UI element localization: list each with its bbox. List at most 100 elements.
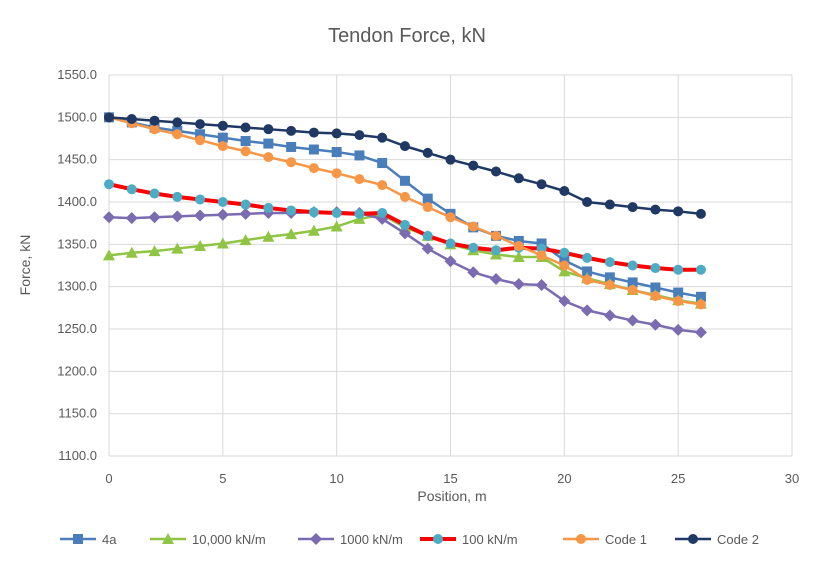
data-point-10-000-kn-m [262,230,275,242]
data-point-code-2 [354,130,365,141]
data-point-code-1 [445,212,456,223]
data-point-code-2 [308,127,319,138]
legend-item-code-1: Code 1 [563,532,647,547]
data-point-100-kn-m [263,202,274,213]
legend-label: Code 2 [717,532,759,547]
data-point-100-kn-m [627,260,638,271]
data-point-code-2 [399,141,410,152]
data-point-code-1 [399,191,410,202]
data-point-code-1 [377,180,388,191]
legend-label: Code 1 [605,532,647,547]
data-point-code-2 [673,206,684,217]
data-point-100-kn-m [582,252,593,263]
data-point-1000-kn-m [125,212,138,225]
series-layer [103,112,707,339]
data-point-1000-kn-m [581,304,594,317]
data-point-1000-kn-m [239,207,252,220]
data-point-100-kn-m [491,245,502,256]
data-point-code-2 [217,120,228,131]
data-point-100-kn-m [149,188,160,199]
x-tick-label: 30 [785,471,799,486]
data-point-100-kn-m [172,191,183,202]
y-tick-label: 1400.0 [57,194,97,209]
x-axis-label: Position, m [417,488,486,504]
data-point-10-000-kn-m [148,245,161,257]
data-point-10-000-kn-m [216,237,229,249]
x-tick-label: 10 [329,471,343,486]
data-point-4a [195,129,206,140]
data-point-code-1 [149,124,160,135]
data-point-100-kn-m [195,194,206,205]
data-point-100-kn-m [377,208,388,219]
data-point-4a [217,132,228,143]
data-point-10-000-kn-m [239,234,252,246]
data-point-100-kn-m [126,184,137,195]
data-point-1000-kn-m [626,314,639,327]
data-point-code-1 [263,152,274,163]
data-point-1000-kn-m [649,318,662,331]
data-point-1000-kn-m [512,278,525,291]
x-tick-label: 5 [219,471,226,486]
data-point-100-kn-m [445,238,456,249]
data-point-10-000-kn-m [194,240,207,252]
data-point-4a [650,282,661,293]
data-point-4a [308,144,319,155]
data-point-1000-kn-m [194,209,207,222]
data-point-4a [263,138,274,149]
data-point-code-2 [650,204,661,215]
data-point-100-kn-m [217,197,228,207]
legend: 4a 10,000 kN/m 1000 kN/m 100 kN/m Code 1 Code… [60,532,759,547]
data-point-4a [240,136,251,147]
data-point-code-1 [331,168,342,179]
data-point-10-000-kn-m [285,228,298,240]
y-axis-label: Force, kN [17,235,33,296]
data-point-4a [354,150,365,161]
y-tick-label: 1200.0 [57,363,97,378]
data-point-code-1 [468,221,479,232]
data-point-1000-kn-m [398,227,411,240]
y-tick-label: 1150.0 [58,406,97,421]
data-point-1000-kn-m [672,323,685,336]
data-point-100-kn-m [308,207,319,218]
data-point-4a [399,175,410,186]
data-point-code-2 [240,122,251,133]
data-point-code-1 [308,163,319,174]
legend-swatch-marker [73,534,83,544]
data-point-10-000-kn-m [171,242,184,254]
legend-item-1000-kn-m: 1000 kN/m [298,532,403,547]
data-point-code-2 [149,115,160,126]
data-point-code-1 [195,135,206,146]
y-tick-label: 1450.0 [57,152,97,167]
data-point-code-1 [536,250,547,261]
y-tick-label: 1500.0 [57,109,97,124]
data-point-code-2 [582,197,593,207]
x-tick-label: 0 [105,471,112,486]
data-point-4a [377,158,388,169]
data-point-100-kn-m [673,264,684,275]
data-point-10-000-kn-m [512,251,525,263]
legend-swatch-marker [576,534,586,544]
data-point-4a [422,193,433,204]
legend-item-10-000-kn-m: 10,000 kN/m [150,532,266,547]
data-point-code-1 [627,285,638,296]
data-point-code-1 [354,174,365,185]
data-point-code-2 [513,173,524,184]
data-point-4a [582,266,593,277]
data-point-code-1 [286,157,297,168]
data-point-100-kn-m [286,205,297,216]
data-point-code-2 [195,119,206,130]
x-tick-label: 15 [443,471,457,486]
data-point-1000-kn-m [490,273,503,286]
data-point-100-kn-m [331,208,342,219]
data-point-100-kn-m [104,179,114,190]
data-point-code-1 [582,274,593,285]
data-point-100-kn-m [650,263,661,274]
data-point-code-1 [513,241,524,252]
series-code-2 [104,112,706,219]
data-point-code-2 [104,112,114,123]
data-point-10-000-kn-m [307,224,320,236]
data-point-code-2 [263,124,274,135]
data-point-1000-kn-m [103,211,115,224]
data-point-code-1 [650,290,661,301]
data-point-code-1 [422,202,433,213]
